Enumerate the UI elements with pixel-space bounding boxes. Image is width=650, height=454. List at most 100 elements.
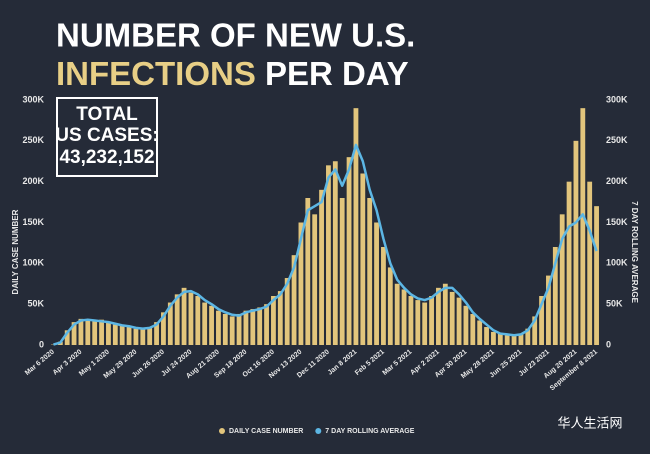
- total-value: 43,232,152: [59, 147, 154, 168]
- bar: [381, 247, 386, 345]
- line: [53, 143, 598, 346]
- bar: [587, 181, 593, 345]
- y2-tick-label: 100K: [606, 258, 628, 268]
- y-tick-label: 0: [39, 339, 44, 349]
- bar: [188, 292, 194, 345]
- y-axis-label: DAILY CASE NUMBER: [11, 209, 20, 294]
- legend-label: DAILY CASE NUMBER: [229, 428, 303, 435]
- bar: [85, 320, 91, 345]
- total-label: TOTAL: [76, 104, 138, 125]
- bar: [167, 302, 173, 345]
- bar: [353, 108, 359, 346]
- bar: [92, 321, 98, 345]
- y2-tick-label: 150K: [606, 217, 628, 227]
- bar: [277, 291, 283, 345]
- y-tick-label: 100K: [22, 258, 44, 268]
- bar: [456, 297, 462, 345]
- bar: [546, 275, 551, 345]
- bar: [216, 310, 221, 345]
- bar: [566, 181, 572, 345]
- bar: [64, 330, 70, 345]
- bar: [71, 322, 77, 345]
- total-box: [56, 97, 158, 177]
- y2-tick-label: 200K: [606, 176, 628, 186]
- title-line-2: INFECTIONS PER DAY: [56, 55, 409, 92]
- bar: [594, 206, 599, 345]
- bar: [312, 214, 318, 345]
- bar: [525, 328, 531, 345]
- bar: [229, 316, 235, 345]
- bar: [497, 333, 503, 345]
- y2-tick-label: 50K: [606, 299, 623, 309]
- bar: [284, 278, 290, 345]
- y-tick-label: 250K: [22, 135, 44, 145]
- bar: [442, 283, 448, 345]
- bar: [532, 316, 538, 345]
- bar: [154, 322, 159, 345]
- title-line-1: NUMBER OF NEW U.S.: [56, 17, 415, 54]
- bar: [257, 307, 263, 345]
- bar: [346, 157, 352, 345]
- bar: [573, 140, 579, 345]
- bar: [195, 296, 201, 345]
- bar: [422, 302, 428, 345]
- bar: [504, 335, 510, 345]
- bar: [367, 198, 373, 345]
- bar: [305, 198, 311, 345]
- y2-tick-label: 0: [606, 339, 611, 349]
- watermark: 华人生活网: [557, 415, 622, 430]
- bar: [559, 214, 565, 345]
- bar: [106, 322, 111, 345]
- y-tick-label: 300K: [22, 94, 44, 104]
- bar: [518, 333, 524, 345]
- bar: [415, 300, 421, 345]
- y-tick-label: 50K: [27, 299, 44, 309]
- bar: [161, 312, 166, 345]
- bar: [394, 283, 400, 345]
- bar: [222, 313, 228, 345]
- bar: [126, 327, 132, 345]
- legend-marker: [315, 428, 322, 434]
- bar: [174, 294, 180, 345]
- bar: [580, 108, 586, 346]
- bar: [243, 310, 249, 345]
- bar: [140, 327, 146, 345]
- bar: [484, 327, 489, 345]
- bar: [326, 165, 331, 345]
- y-tick-label: 150K: [22, 217, 44, 227]
- bar: [552, 247, 558, 345]
- bar: [332, 161, 338, 345]
- total-label: US CASES:: [55, 125, 158, 146]
- title-rest: PER DAY: [265, 55, 409, 92]
- bar: [470, 313, 476, 345]
- bar: [408, 296, 414, 345]
- legend-marker: [219, 428, 225, 434]
- bar: [78, 318, 84, 345]
- bar: [477, 320, 483, 345]
- legend-label: 7 DAY ROLLING AVERAGE: [325, 428, 414, 435]
- bar: [133, 328, 139, 345]
- title-highlight: INFECTIONS: [56, 55, 256, 92]
- bar: [491, 331, 496, 345]
- bar: [99, 319, 104, 345]
- y2-axis-label: 7 DAY ROLLING AVERAGE: [630, 201, 639, 303]
- bar: [298, 222, 304, 345]
- bar: [339, 198, 345, 345]
- bar: [181, 287, 187, 345]
- bar: [511, 336, 517, 345]
- bar: [112, 324, 118, 345]
- bar: [119, 325, 125, 345]
- bar: [319, 189, 324, 345]
- bar: [291, 255, 297, 345]
- bar: [360, 173, 366, 345]
- bar: [429, 296, 434, 345]
- bar: [236, 313, 242, 345]
- y2-tick-label: 300K: [606, 94, 628, 104]
- bar: [209, 305, 214, 345]
- bar: [539, 296, 544, 345]
- y2-tick-label: 250K: [606, 135, 628, 145]
- bar: [436, 287, 441, 345]
- y-tick-label: 200K: [22, 176, 44, 186]
